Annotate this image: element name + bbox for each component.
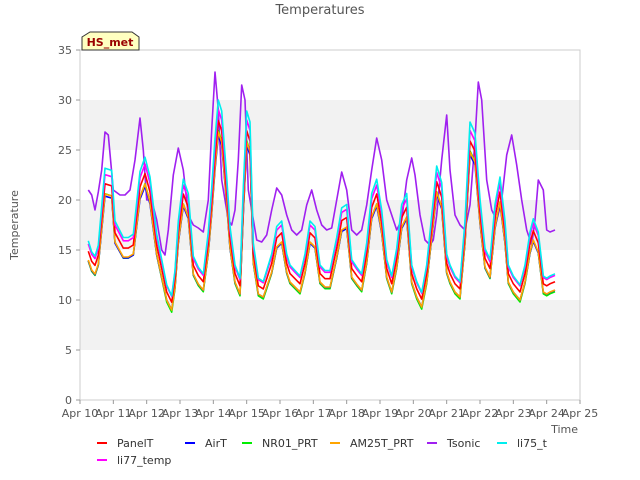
legend-item-panelt: PanelT <box>97 437 154 450</box>
chart-title: Temperatures <box>274 3 364 18</box>
station-badge: HS_met <box>81 31 140 51</box>
plot-frame <box>79 49 581 401</box>
y-tick-label: 10 <box>58 294 72 307</box>
y-tick-label: 30 <box>58 94 72 107</box>
x-tick-label: Apr 21 <box>428 407 465 420</box>
legend: PanelT AirT NR01_PRT AM25T_PRT Tsonic li75_tl… <box>97 437 548 467</box>
series-line-li75-t <box>87 99 556 297</box>
station-badge-label: HS_met <box>87 36 134 49</box>
x-tick-label: Apr 24 <box>528 407 565 420</box>
y-tick-label: 0 <box>65 394 72 407</box>
x-tick-label: Apr 16 <box>262 407 299 420</box>
legend-item-li75-t: li75_t <box>497 437 548 450</box>
series-layer <box>87 71 556 314</box>
legend-item-am25t-prt: AM25T_PRT <box>330 437 414 450</box>
x-tick-label: Apr 13 <box>162 407 199 420</box>
x-tick-label: Apr 14 <box>195 407 232 420</box>
x-tick-label: Apr 10 <box>62 407 99 420</box>
legend-item-airt: AirT <box>185 437 227 450</box>
series-line-am25t-prt <box>87 131 556 311</box>
legend-item-tsonic: Tsonic <box>427 437 480 450</box>
x-tick-label: Apr 19 <box>362 407 399 420</box>
y-tick-label: 35 <box>58 44 72 57</box>
legend-label: AirT <box>205 437 227 450</box>
x-tick-label: Apr 25 <box>562 407 599 420</box>
x-tick-label: Apr 12 <box>128 407 165 420</box>
x-tick-label: Apr 18 <box>328 407 365 420</box>
legend-item-nr01-prt: NR01_PRT <box>242 437 318 450</box>
y-tick-label: 5 <box>65 344 72 357</box>
x-tick-label: Apr 23 <box>495 407 532 420</box>
x-tick-label: Apr 20 <box>395 407 432 420</box>
legend-label: PanelT <box>117 437 154 450</box>
x-tick-label: Apr 15 <box>228 407 265 420</box>
x-axis-label: Time <box>550 423 578 436</box>
legend-label: li77_temp <box>117 454 171 467</box>
band-30-35 <box>80 50 580 100</box>
legend-label: NR01_PRT <box>262 437 318 450</box>
x-tick-label: Apr 22 <box>462 407 499 420</box>
band-25-30 <box>80 100 580 150</box>
legend-label: AM25T_PRT <box>350 437 414 450</box>
y-tick-label: 20 <box>58 194 72 207</box>
series-line-tsonic <box>87 71 556 256</box>
x-tick-label: Apr 17 <box>295 407 332 420</box>
y-tick-label: 25 <box>58 144 72 157</box>
band-0-5 <box>80 350 580 400</box>
legend-label: Tsonic <box>446 437 480 450</box>
legend-item-li77-temp: li77_temp <box>97 454 171 467</box>
band-5-10 <box>80 300 580 350</box>
y-tick-label: 15 <box>58 244 72 257</box>
legend-label: li75_t <box>517 437 548 450</box>
y-axis-label: Temperature <box>8 190 21 261</box>
x-tick-label: Apr 11 <box>95 407 132 420</box>
